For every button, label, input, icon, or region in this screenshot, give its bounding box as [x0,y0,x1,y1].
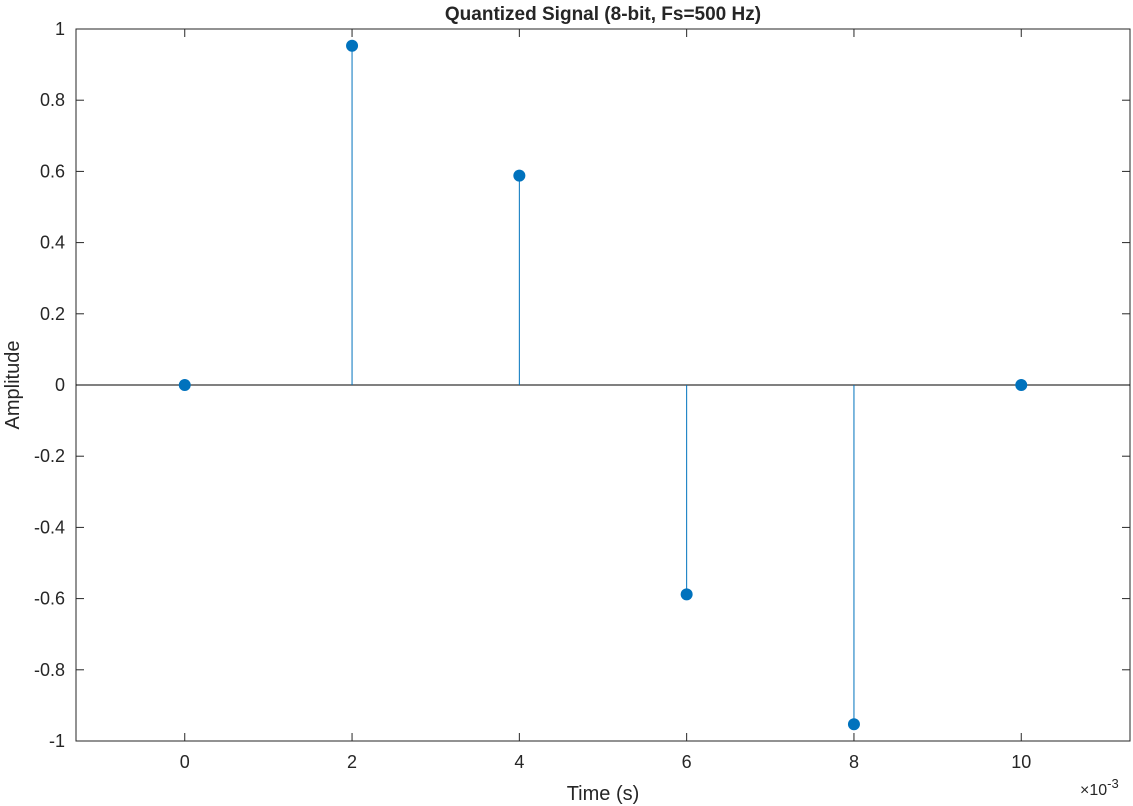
data-series [178,39,1028,731]
y-tick-label: 0.4 [40,233,65,253]
y-tick-label: -0.8 [34,660,65,680]
y-tick-label: -0.6 [34,589,65,609]
stem-marker [847,718,860,731]
x-tick-label: 0 [180,752,190,772]
stem-marker [346,39,359,52]
stem-marker [513,169,526,182]
y-tick-label: 1 [55,19,65,39]
x-tick-label: 10 [1011,752,1031,772]
x-tick-label: 8 [849,752,859,772]
x-exponent-label: ×10-3 [1080,776,1119,799]
x-exponent-power: -3 [1107,776,1119,791]
x-tick-label: 4 [514,752,524,772]
x-axis-label: Time (s) [567,783,640,805]
stem-marker [178,379,191,391]
y-tick-label: 0.6 [40,161,65,181]
stem-marker [680,588,693,601]
y-tick-label: 0.8 [40,90,65,110]
stem-marker [1015,379,1028,391]
x-axis: 0 2 4 6 8 10 [180,29,1031,772]
y-tick-label: 0 [55,375,65,395]
y-tick-label: -1 [49,731,65,751]
y-tick-label: 0.2 [40,304,65,324]
y-axis: 1 0.8 0.6 0.4 0.2 0 -0.2 -0.4 -0.6 -0.8 -1 [34,19,1130,751]
x-tick-label: 2 [347,752,357,772]
y-axis-label: Amplitude [2,341,24,430]
chart-title: Quantized Signal (8-bit, Fs=500 Hz) [445,4,761,25]
x-tick-label: 6 [682,752,692,772]
y-tick-label: -0.2 [34,446,65,466]
y-tick-label: -0.4 [34,517,65,537]
